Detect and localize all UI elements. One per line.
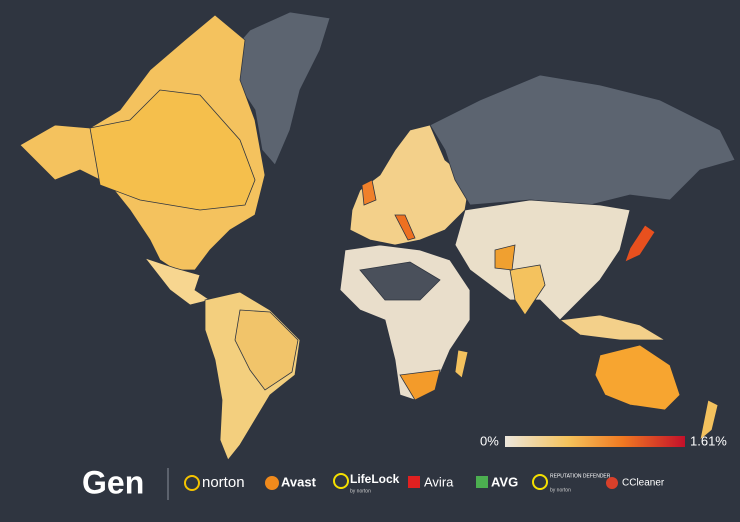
repdef-icon: [532, 474, 548, 490]
legend-max: 1.61%: [690, 433, 727, 448]
avira-icon: [408, 476, 420, 488]
canada-north: [89, 89, 256, 211]
avast-icon: [265, 476, 279, 490]
se-asia: [558, 314, 667, 341]
lifelock-icon: [333, 473, 349, 489]
lifelock-note: by norton: [350, 488, 371, 494]
logo-avg: AVG: [491, 474, 518, 489]
africa-dark: [359, 261, 441, 301]
logo-avira: Avira: [424, 474, 454, 489]
land: [19, 11, 736, 461]
australia: [594, 344, 681, 411]
legend-min: 0%: [480, 433, 499, 448]
mexico: [143, 257, 211, 306]
logo-ccleaner: CCleaner: [622, 478, 665, 489]
logo-norton: norton: [202, 474, 245, 491]
brazil: [234, 309, 299, 391]
repdef-note: by norton: [550, 487, 571, 493]
japan: [624, 224, 656, 263]
ccleaner-icon: [606, 477, 618, 489]
logo-reputation-defender: REPUTATION DEFENDER: [550, 473, 611, 479]
logo-lifelock: LifeLock: [350, 472, 400, 486]
norton-icon: [184, 475, 200, 491]
pakistan: [494, 244, 516, 271]
italy: [394, 214, 416, 241]
brand: Gen: [82, 464, 144, 500]
uk: [361, 179, 377, 206]
south-africa: [399, 369, 441, 401]
russia: [429, 74, 736, 206]
avg-icon: [476, 476, 488, 488]
legend-gradient: [505, 436, 685, 447]
asia: [454, 199, 631, 321]
madagascar: [454, 349, 469, 379]
logo-avast: Avast: [281, 474, 317, 489]
india: [509, 264, 546, 316]
new-zealand: [699, 399, 719, 442]
